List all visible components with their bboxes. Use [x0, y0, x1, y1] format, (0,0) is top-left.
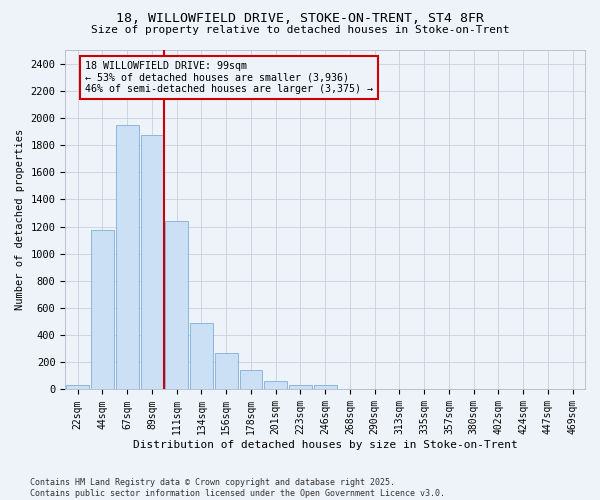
Bar: [165, 221, 188, 390]
Bar: [190, 323, 213, 390]
Bar: [239, 370, 262, 390]
Bar: [289, 384, 312, 390]
X-axis label: Distribution of detached houses by size in Stoke-on-Trent: Distribution of detached houses by size …: [133, 440, 518, 450]
Bar: [66, 386, 89, 390]
Bar: [116, 124, 139, 390]
Bar: [91, 230, 114, 390]
Bar: [264, 380, 287, 390]
Bar: [314, 384, 337, 390]
Text: 18, WILLOWFIELD DRIVE, STOKE-ON-TRENT, ST4 8FR: 18, WILLOWFIELD DRIVE, STOKE-ON-TRENT, S…: [116, 12, 484, 26]
Text: Contains HM Land Registry data © Crown copyright and database right 2025.
Contai: Contains HM Land Registry data © Crown c…: [30, 478, 445, 498]
Bar: [215, 353, 238, 390]
Y-axis label: Number of detached properties: Number of detached properties: [15, 129, 25, 310]
Bar: [140, 135, 163, 390]
Text: Size of property relative to detached houses in Stoke-on-Trent: Size of property relative to detached ho…: [91, 25, 509, 35]
Text: 18 WILLOWFIELD DRIVE: 99sqm
← 53% of detached houses are smaller (3,936)
46% of : 18 WILLOWFIELD DRIVE: 99sqm ← 53% of det…: [85, 61, 373, 94]
